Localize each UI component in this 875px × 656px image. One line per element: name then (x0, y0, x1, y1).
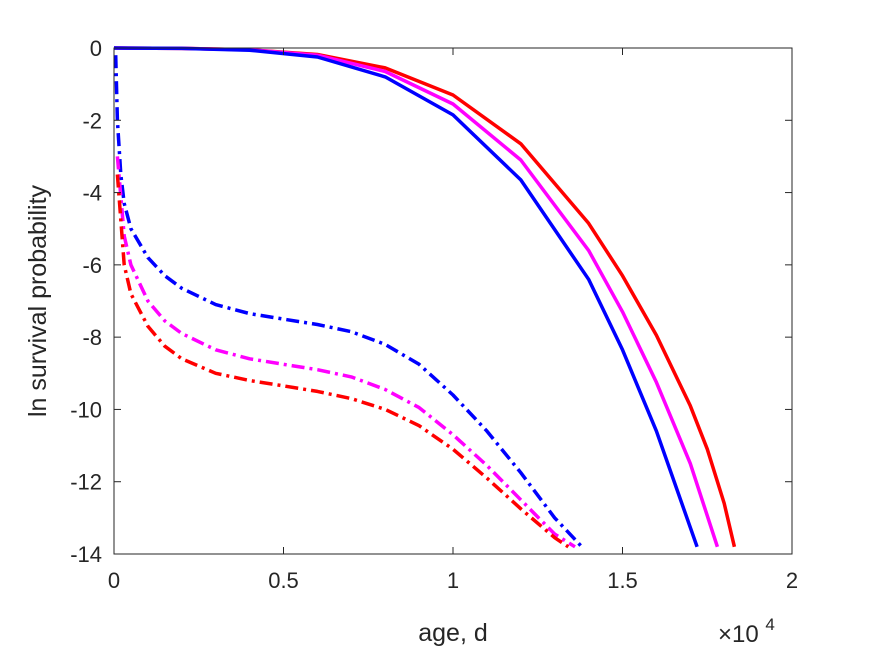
y-axis-label: ln survival probability (24, 184, 52, 417)
x-multiplier-exponent: 4 (765, 615, 774, 634)
x-axis-multiplier: ×10 4 (718, 615, 775, 648)
y-tick-label: -2 (82, 108, 102, 133)
x-axis-label: age, d (418, 619, 488, 647)
y-tick-label: -6 (82, 253, 102, 278)
series-line-6 (115, 174, 570, 549)
x-tick-label: 1.5 (607, 568, 638, 593)
y-tick-label: 0 (90, 36, 102, 61)
series-layer (113, 46, 737, 549)
y-tick-label: -10 (70, 397, 102, 422)
x-tick-label: 1 (447, 568, 459, 593)
x-multiplier-base: ×10 (718, 621, 759, 648)
y-tick-label: -12 (70, 470, 102, 495)
series-line-3 (113, 46, 699, 548)
x-tick-label: 0 (108, 568, 120, 593)
y-tick-label: -14 (70, 542, 102, 567)
series-line-5 (115, 156, 576, 549)
y-tick-label: -8 (82, 325, 102, 350)
tick-layer: 0 0.5 1 1.5 2 0 -2 -4 -6 -8 -10 -12 -14 (70, 36, 798, 593)
y-tick-label: -4 (82, 181, 102, 206)
x-tick-label: 2 (786, 568, 798, 593)
x-tick-label: 0.5 (268, 568, 299, 593)
series-line-4 (113, 55, 584, 548)
